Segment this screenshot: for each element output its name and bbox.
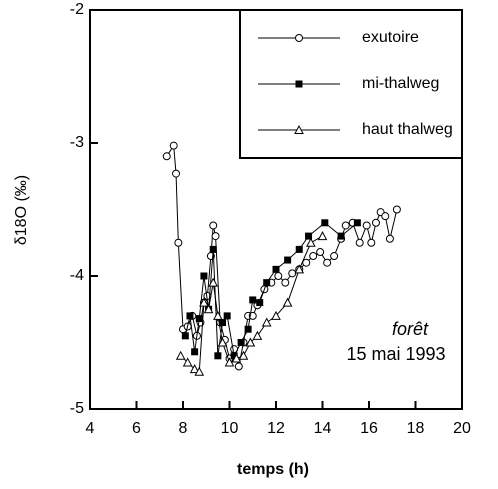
marker	[271, 310, 281, 320]
marker	[263, 279, 271, 287]
x-tick-label: 8	[179, 420, 188, 437]
marker	[203, 304, 214, 314]
marker	[316, 248, 325, 257]
marker	[323, 258, 332, 267]
marker	[217, 337, 228, 347]
x-tick-label: 16	[360, 420, 378, 437]
marker	[209, 245, 217, 253]
series-line	[184, 222, 358, 358]
marker	[231, 353, 242, 363]
marker	[367, 238, 376, 247]
x-axis-label: temps (h)	[237, 461, 309, 478]
marker	[305, 232, 313, 240]
marker	[208, 277, 219, 287]
marker	[385, 234, 394, 243]
marker	[256, 299, 264, 307]
marker	[186, 312, 194, 320]
marker	[355, 238, 364, 247]
marker	[200, 272, 208, 280]
marker	[162, 152, 171, 161]
y-tick-label: -5	[70, 400, 84, 417]
marker	[181, 332, 189, 340]
y-tick-label: -4	[70, 267, 84, 284]
marker	[281, 278, 290, 287]
marker	[234, 362, 243, 371]
marker	[169, 141, 178, 150]
x-tick-label: 12	[267, 420, 285, 437]
marker	[295, 245, 303, 253]
marker	[294, 264, 305, 274]
marker	[362, 221, 371, 230]
marker	[174, 238, 183, 247]
marker	[209, 221, 218, 230]
marker	[191, 348, 199, 356]
x-tick-label: 14	[314, 420, 332, 437]
x-tick-label: 4	[86, 420, 95, 437]
marker	[261, 317, 272, 327]
marker	[295, 34, 303, 42]
marker	[189, 364, 200, 374]
marker	[274, 272, 283, 280]
marker	[211, 232, 220, 241]
marker	[195, 315, 203, 323]
marker	[341, 221, 350, 230]
marker	[284, 256, 292, 264]
annotation: forêt	[392, 319, 429, 339]
x-tick-label: 6	[132, 420, 141, 437]
annotation: 15 mai 1993	[346, 344, 445, 364]
marker	[337, 232, 345, 240]
marker	[237, 339, 245, 346]
marker	[381, 212, 390, 221]
marker	[238, 350, 249, 360]
marker	[230, 352, 238, 360]
marker	[330, 252, 339, 261]
y-axis-label: δ18O (‰)	[13, 175, 30, 245]
marker	[249, 296, 257, 304]
marker	[282, 297, 293, 307]
x-tick-label: 18	[407, 420, 425, 437]
marker	[306, 237, 316, 247]
y-tick-label: -2	[70, 1, 84, 18]
marker	[309, 252, 318, 261]
marker	[172, 169, 181, 178]
marker	[214, 352, 222, 360]
legend-label: mi-thalweg	[362, 75, 439, 92]
marker	[219, 319, 227, 327]
y-tick-label: -3	[70, 134, 84, 151]
marker	[272, 265, 280, 273]
marker	[353, 219, 361, 227]
marker	[248, 311, 257, 320]
marker	[244, 325, 252, 333]
marker	[392, 205, 401, 214]
marker	[321, 219, 329, 227]
marker	[371, 218, 380, 227]
legend-label: haut thalweg	[362, 121, 453, 138]
marker	[317, 231, 328, 241]
x-tick-label: 10	[221, 420, 239, 437]
marker	[213, 310, 223, 320]
marker	[245, 337, 256, 347]
marker	[182, 357, 193, 367]
marker	[294, 124, 304, 134]
series-line	[166, 144, 398, 367]
marker	[295, 80, 303, 88]
x-tick-label: 20	[453, 420, 471, 437]
marker	[175, 350, 186, 360]
legend-label: exutoire	[362, 29, 419, 46]
marker	[302, 258, 311, 267]
marker	[224, 357, 235, 367]
marker	[199, 297, 209, 307]
marker	[223, 312, 231, 320]
marker	[194, 366, 205, 376]
marker	[252, 330, 263, 340]
